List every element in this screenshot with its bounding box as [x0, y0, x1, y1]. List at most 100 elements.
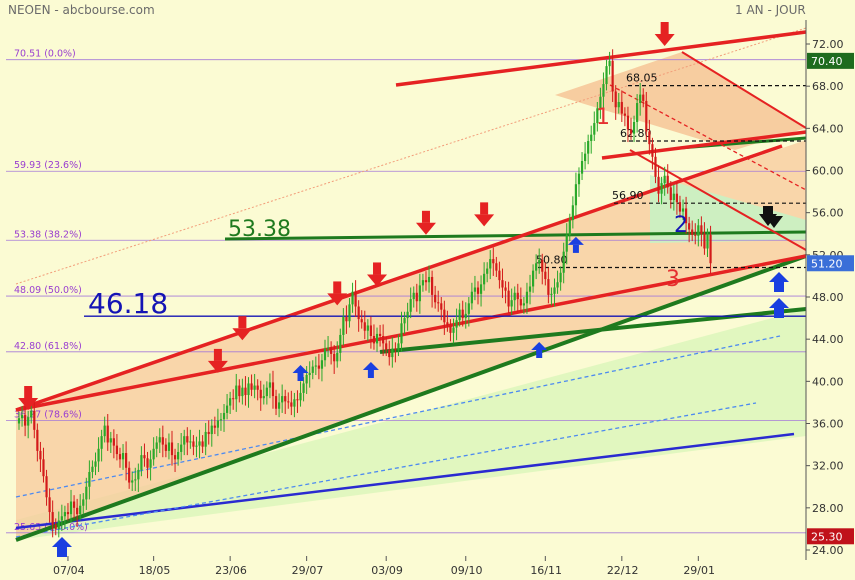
candle	[510, 288, 513, 315]
chart-header-right: 1 AN - JOUR	[735, 3, 806, 17]
candle	[412, 286, 415, 308]
candle	[63, 505, 66, 529]
candle	[587, 134, 590, 165]
candle	[326, 336, 330, 358]
candle	[308, 361, 311, 388]
candle	[400, 311, 403, 352]
candle	[112, 429, 115, 459]
candle	[636, 94, 639, 133]
x-tick-label: 16/11	[530, 564, 562, 577]
candle	[467, 297, 470, 327]
candle	[125, 441, 128, 481]
candle	[170, 430, 174, 466]
candle	[632, 115, 636, 143]
buy-arrow	[567, 236, 584, 253]
candle	[357, 300, 360, 332]
candle	[45, 469, 48, 506]
y-tick-label: 48.00	[812, 291, 844, 304]
candle	[626, 106, 630, 143]
candle	[250, 374, 253, 397]
svg-text:25.30: 25.30	[811, 530, 843, 543]
chart-header-left: NEOEN - abcbourse.com	[8, 3, 155, 17]
candle	[446, 310, 449, 332]
candle	[590, 125, 593, 154]
candle	[88, 460, 91, 500]
candle	[314, 356, 317, 376]
candle	[596, 101, 599, 132]
sell-arrow	[367, 262, 388, 287]
y-axis-panel	[806, 0, 855, 580]
candle	[654, 147, 657, 184]
candle	[186, 427, 189, 456]
candle	[244, 376, 247, 406]
candle	[36, 423, 39, 462]
candle	[574, 172, 578, 216]
candle	[247, 377, 250, 408]
candle	[672, 184, 675, 211]
candle	[700, 216, 703, 247]
candle	[213, 416, 216, 435]
candle	[617, 93, 620, 114]
candle	[210, 419, 213, 447]
candle	[143, 443, 146, 467]
candle	[694, 223, 697, 245]
y-tick-label: 68.00	[812, 80, 844, 93]
candle	[299, 381, 302, 407]
candle	[259, 380, 262, 411]
candle	[651, 137, 654, 170]
candle	[421, 273, 425, 292]
candle	[66, 503, 70, 521]
candle	[666, 164, 669, 194]
candle	[580, 152, 584, 180]
y-tick-label: 36.00	[812, 418, 844, 431]
candle	[60, 504, 63, 532]
candle	[645, 91, 648, 140]
candle	[642, 88, 645, 108]
candle	[48, 488, 51, 523]
candle	[675, 182, 678, 215]
candle	[161, 425, 164, 458]
y-tick-label: 24.00	[812, 544, 844, 557]
candle	[158, 428, 161, 454]
candle	[605, 59, 608, 91]
candle	[418, 273, 421, 314]
red-wedge-lower	[629, 149, 807, 251]
candle	[388, 340, 391, 366]
candle	[311, 360, 314, 380]
candle	[173, 448, 177, 472]
candle	[602, 72, 605, 110]
candle	[406, 302, 409, 331]
candle	[293, 392, 296, 418]
candle	[336, 341, 339, 368]
candle	[565, 223, 568, 265]
candle	[660, 176, 663, 205]
candle	[452, 318, 455, 344]
candle	[473, 275, 477, 301]
candle	[449, 319, 452, 342]
price-badge: 51.20	[807, 255, 854, 272]
candle	[486, 262, 489, 283]
red-dotted-wedge	[609, 84, 807, 191]
candle	[177, 443, 180, 466]
candle	[470, 282, 473, 310]
candle	[443, 300, 446, 335]
buy-arrow	[531, 342, 548, 358]
candle	[608, 51, 611, 75]
candle	[345, 305, 348, 334]
candle	[458, 303, 461, 327]
price-badge: 70.40	[807, 52, 854, 69]
candle	[39, 441, 42, 472]
fib-label: 70.51 (0.0%)	[14, 49, 76, 60]
candle	[241, 378, 244, 405]
candle	[204, 422, 207, 456]
candle	[538, 248, 541, 274]
candle	[479, 275, 483, 307]
red-wedge-upper	[681, 51, 807, 129]
green-horizontal-line	[224, 230, 807, 241]
candle	[434, 285, 437, 309]
candle	[483, 262, 486, 291]
candle	[354, 280, 357, 318]
x-tick-label: 29/01	[683, 564, 715, 577]
candle	[253, 373, 256, 399]
